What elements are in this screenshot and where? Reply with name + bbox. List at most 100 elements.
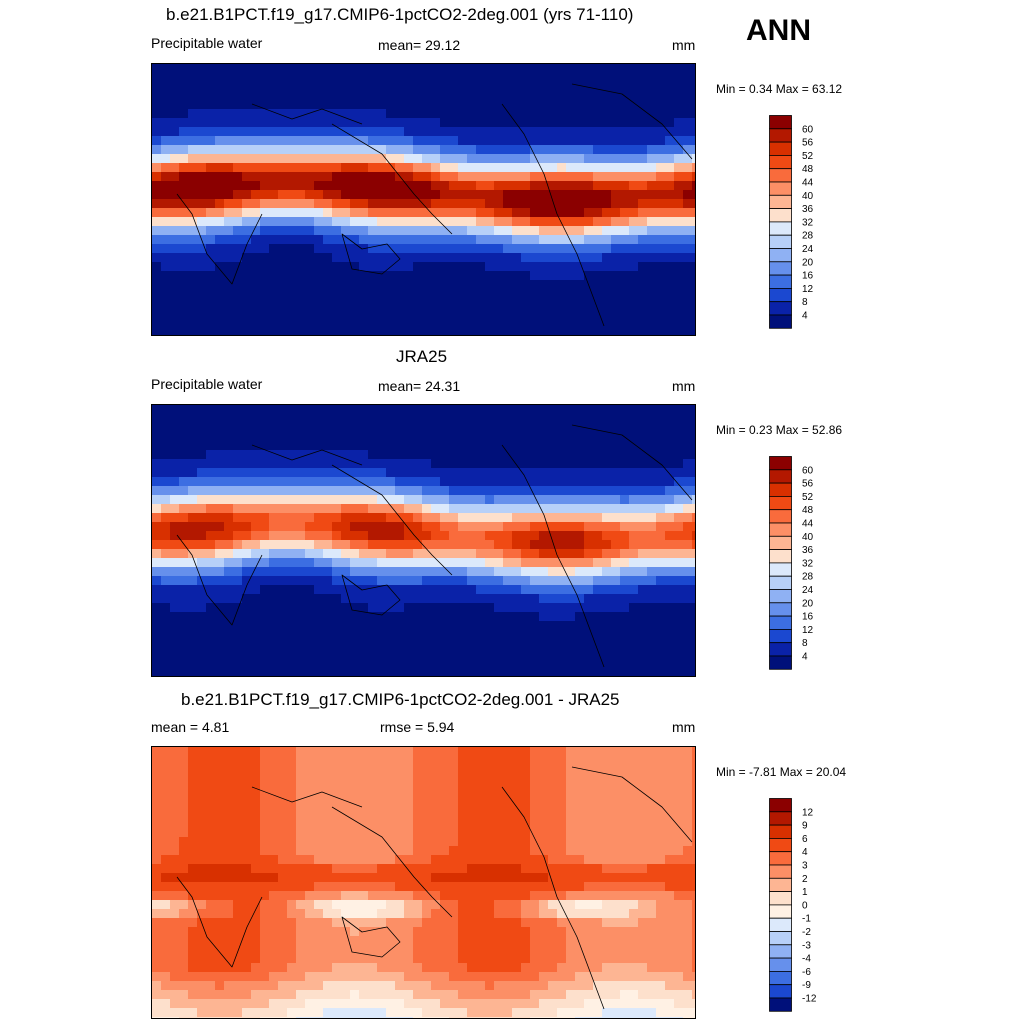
panel1-field-cell [332,235,342,245]
panel3-field-cell [215,855,225,865]
panel2-field-cell [485,540,495,550]
panel1-field-cell [368,64,378,74]
panel2-field-cell [197,513,207,523]
panel3-field-cell [539,900,549,910]
panel2-field-cell [602,594,612,604]
panel3-field-cell [530,792,540,802]
panel1-field-cell [242,127,252,137]
panel2-field-cell [521,639,531,649]
panel3-field-cell [440,801,450,811]
panel1-field-cell [431,100,441,110]
panel2-field-cell [170,594,180,604]
panel2-field-cell [602,441,612,451]
panel1-field-cell [188,199,198,209]
panel1-coastline [176,193,263,285]
panel1-field-cell [368,208,378,218]
panel2-field-cell [575,468,585,478]
panel1-field-cell [170,253,180,263]
panel1-field-cell [476,334,486,335]
panel1-field-cell [350,145,360,155]
panel3-field-cell [251,846,261,856]
panel1-field-cell [620,100,630,110]
panel2-field-cell [368,513,378,523]
panel1-field-cell [422,262,432,272]
panel1-field-cell [413,127,423,137]
panel2-field-cell [296,414,306,424]
panel1-field-cell [251,127,261,137]
panel1-field-cell [566,325,576,335]
panel1-field-cell [368,91,378,101]
panel3-field-cell [395,810,405,820]
panel1-field-cell [404,253,414,263]
panel2-field-cell [206,405,216,415]
panel2-field-cell [278,648,288,658]
panel1-field-cell [539,64,549,74]
panel1-field-cell [332,199,342,209]
panel2-field-cell [692,621,695,631]
panel2-field-cell [305,477,315,487]
panel3-field-cell [593,900,603,910]
panel2-field-cell [431,594,441,604]
panel1-field-cell [647,127,657,137]
panel2-field-cell [305,441,315,451]
panel2-field-cell [242,522,252,532]
panel2-field-cell [647,621,657,631]
panel1-field-cell [260,199,270,209]
panel1-field-cell [179,307,189,317]
panel1-field-cell [215,253,225,263]
panel1-field-cell [224,118,234,128]
panel2-field-cell [260,468,270,478]
panel2-field-cell [170,648,180,658]
panel2-field-cell [332,522,342,532]
panel2-field-cell [287,576,297,586]
panel2-field-cell [530,639,540,649]
panel3-field-cell [287,864,297,874]
panel1-field-cell [332,244,342,254]
panel2-field-cell [323,648,333,658]
panel2-field-cell [224,513,234,523]
panel1-field-cell [188,325,198,335]
panel3-field-cell [341,819,351,829]
panel1-field-cell [557,262,567,272]
panel2-field-cell [575,630,585,640]
panel1-field-cell [377,217,387,227]
panel1-field-cell [413,181,423,191]
panel1-field-cell [485,100,495,110]
panel3-field-cell [584,837,594,847]
panel3-field-cell [449,801,459,811]
panel1-field-cell [206,217,216,227]
panel1-field-cell [386,199,396,209]
panel2-field-cell [413,594,423,604]
panel3-field-cell [656,828,666,838]
panel1-field-cell [341,334,351,335]
panel1-field-cell [575,280,585,290]
panel1-field-cell [395,109,405,119]
panel1-field-cell [305,208,315,218]
panel1-field-cell [323,172,333,182]
panel1-field-cell [476,262,486,272]
panel2-field-cell [161,477,171,487]
panel2-field-cell [197,657,207,667]
panel1-field-cell [215,199,225,209]
panel2-field-cell [665,513,675,523]
panel2-field-cell [431,477,441,487]
panel2-field-cell [386,576,396,586]
panel3-field-cell [566,828,576,838]
panel2-field-cell [386,594,396,604]
panel3-field-cell [539,855,549,865]
panel2-field-cell [206,576,216,586]
panel2-field-cell [413,621,423,631]
panel1-field-cell [224,199,234,209]
panel2-field-cell [296,423,306,433]
panel3-field-cell [611,846,621,856]
panel1-field-cell [179,82,189,92]
panel1-field-cell [179,136,189,146]
panel2-field-cell [485,459,495,469]
panel2-field-cell [377,468,387,478]
panel2-field-cell [566,558,576,568]
panel3-field-cell [431,819,441,829]
panel1-field-cell [404,244,414,254]
panel1-field-cell [395,118,405,128]
panel2-field-cell [548,639,558,649]
panel3-field-cell [413,801,423,811]
